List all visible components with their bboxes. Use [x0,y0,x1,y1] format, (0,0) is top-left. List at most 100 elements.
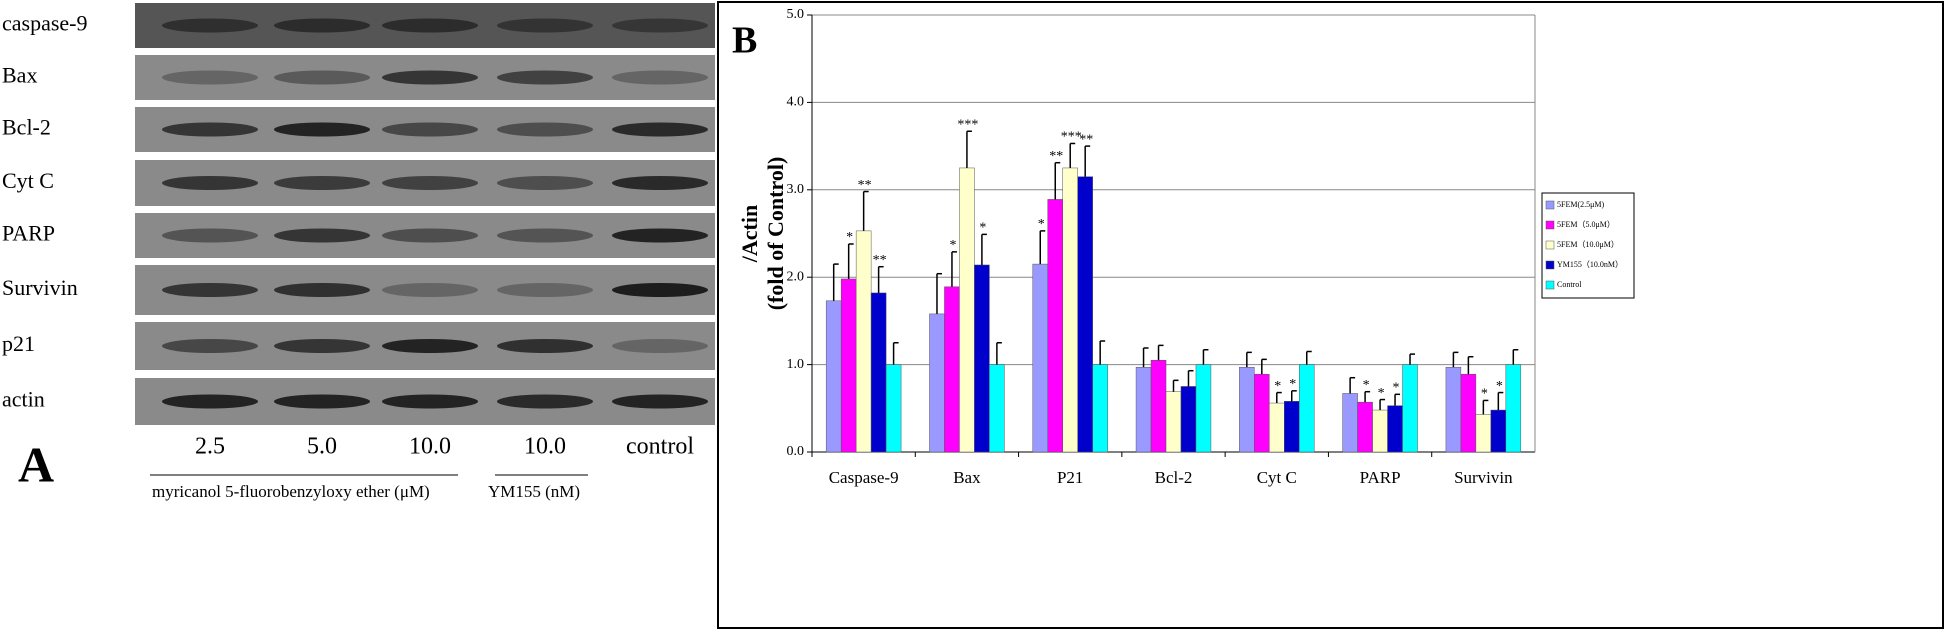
row-label: Survivin [2,275,78,300]
bar [1195,364,1212,453]
blot-band [497,228,593,243]
blot-band [162,70,258,85]
y-axis-label: /Actin [737,205,762,263]
group-label: myricanol 5-fluorobenzyloxy ether (μM) [152,482,430,501]
blot-band [382,122,478,137]
bar [1387,405,1403,453]
bar [870,292,887,453]
bar [855,230,872,453]
blot-band [382,18,478,33]
blot-band [497,339,593,353]
blot-band [612,70,708,85]
y-tick-label: 4.0 [787,95,805,110]
y-tick-label: 2.0 [787,269,805,284]
blot-band [497,394,593,409]
blot-band [612,228,708,243]
bar [974,264,990,453]
y-tick-label: 3.0 [787,182,805,197]
bar [1077,176,1093,453]
legend-swatch [1545,260,1555,270]
blot-band [274,176,370,190]
bar [885,364,902,453]
bar [825,300,842,453]
bar [1299,364,1315,453]
blot-band [162,339,258,353]
bar [1505,364,1522,453]
legend-label: YM155（10.0nM） [1557,260,1623,269]
blot-band [274,283,370,297]
significance: * [949,238,956,253]
bar [1135,366,1152,453]
blot-band [274,394,370,409]
blot-band [382,283,478,297]
bar [1284,401,1300,453]
significance: * [846,230,853,245]
bar [929,313,945,453]
panel-b-label: B [732,20,757,62]
bar [1372,409,1388,453]
significance: * [1393,381,1400,396]
lane-label: control [626,434,694,460]
y-tick-label: 1.0 [787,357,805,372]
y-tick-label: 0.0 [787,444,805,459]
bar [1032,263,1048,453]
row-label: p21 [2,331,35,356]
x-tick-label: Bax [953,468,981,487]
bar [1254,373,1270,453]
significance: * [1289,377,1296,392]
blot-band [497,176,593,190]
significance: * [1378,386,1385,401]
bar [1150,359,1167,453]
blot-band [612,283,708,297]
bar [1269,402,1285,453]
significance: * [1481,387,1488,402]
bar [1445,366,1462,453]
blot-band [382,176,478,190]
row-label: actin [2,387,45,412]
legend-swatch [1545,200,1555,210]
bar [989,364,1005,453]
row-label: caspase-9 [2,11,88,36]
legend-label: Control [1557,280,1582,289]
significance: ** [873,253,887,268]
blot-band [382,339,478,353]
legend-swatch [1545,220,1555,230]
blot-band [612,18,708,33]
bar [959,167,975,453]
x-tick-label: Cyt C [1257,468,1297,487]
blot-band [612,176,708,190]
bar [1092,364,1108,453]
row-label: PARP [2,221,55,246]
x-tick-label: PARP [1360,468,1401,487]
significance: *** [957,117,978,132]
y-axis-label: (fold of Control) [763,157,788,311]
lane-label: 10.0 [524,434,566,460]
blot-band [382,70,478,85]
significance: ** [1079,132,1093,147]
blot-band [497,70,593,85]
blot-band [274,70,370,85]
blot-band [497,283,593,297]
bar [1239,366,1255,453]
significance: * [1274,379,1281,394]
blot-band [274,339,370,353]
row-label: Bax [2,63,37,88]
legend-box [1541,192,1635,299]
blot-band [274,122,370,137]
significance: * [979,221,986,236]
blot-band [162,228,258,243]
x-tick-label: Caspase-9 [829,468,899,487]
bar [1165,391,1182,453]
blot-band [612,394,708,409]
bar [1475,414,1492,453]
blot-band [162,176,258,190]
blot-band [162,394,258,409]
bar [1047,199,1063,453]
blot-band [612,339,708,353]
significance: * [1363,378,1370,393]
bar [1357,401,1373,453]
bar [1460,373,1477,453]
panel-a-label: A [18,436,54,492]
row-label: Bcl-2 [2,115,51,140]
